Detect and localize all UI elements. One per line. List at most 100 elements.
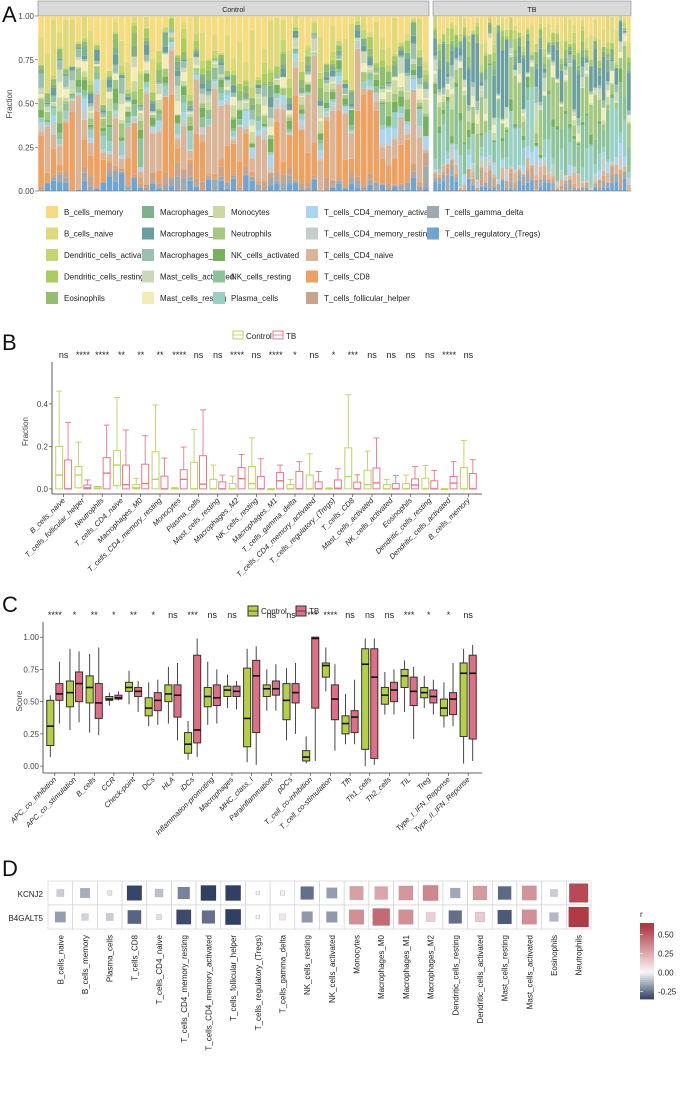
box-tb — [411, 478, 419, 490]
bar-segment — [614, 16, 619, 31]
bar-segment — [551, 44, 555, 61]
bar-segment — [131, 117, 138, 123]
bar-segment — [576, 49, 581, 53]
significance-label: *** — [187, 610, 198, 620]
bar-segment — [156, 94, 162, 100]
bar-segment — [606, 53, 610, 60]
bar-segment — [243, 133, 249, 166]
bar-segment — [385, 146, 392, 167]
bar-segment — [392, 53, 398, 56]
bar-segment — [212, 57, 218, 60]
bar-segment — [150, 133, 156, 173]
bar-segment — [479, 185, 484, 187]
bar-segment — [367, 67, 373, 70]
significance-label: ns — [59, 350, 69, 360]
bar-segment — [317, 37, 324, 73]
bar-segment — [584, 57, 589, 61]
bar-segment — [187, 105, 193, 109]
bar-segment — [500, 36, 505, 50]
box-tb — [353, 481, 362, 490]
bar-segment — [329, 110, 336, 180]
column-label: Mast_cells_resting — [501, 935, 510, 1001]
bar-segment — [441, 87, 446, 95]
bar-segment — [100, 16, 106, 80]
bar-segment — [286, 109, 293, 111]
bar-segment — [261, 74, 268, 84]
bar-segment — [584, 188, 589, 191]
bar-segment — [551, 76, 555, 79]
bar-segment — [521, 16, 526, 36]
bar-segment — [162, 27, 169, 32]
bar-segment — [199, 134, 206, 142]
box-control — [65, 680, 75, 708]
y-tick-label: 0.0 — [37, 485, 49, 494]
bar-segment — [224, 75, 231, 77]
bar-segment — [348, 23, 355, 90]
bar-segment — [589, 66, 593, 92]
bar-segment — [509, 17, 513, 30]
bar-segment — [150, 114, 156, 118]
bar-segment — [423, 61, 429, 70]
bar-segment — [311, 179, 317, 191]
bar-segment — [555, 180, 560, 182]
bar-segment — [44, 124, 51, 126]
bar-segment — [606, 159, 610, 163]
bar-segment — [236, 124, 243, 126]
bar-segment — [69, 111, 75, 191]
bar-segment — [87, 186, 94, 191]
bar-segment — [622, 41, 627, 46]
bar-segment — [106, 110, 113, 125]
bar-segment — [513, 170, 517, 174]
bar-segment — [187, 16, 193, 58]
bar-segment — [50, 20, 57, 76]
bar-segment — [610, 42, 614, 49]
panel-d-letter: D — [2, 856, 18, 881]
bar-segment — [433, 59, 437, 71]
bar-segment — [398, 46, 404, 49]
bar-segment — [509, 167, 513, 169]
bar-segment — [181, 85, 187, 87]
bar-segment — [75, 41, 82, 44]
bar-segment — [249, 158, 255, 172]
bar-segment — [521, 135, 526, 141]
bar-segment — [292, 27, 299, 31]
bar-segment — [56, 60, 63, 70]
bar-segment — [568, 19, 572, 44]
bar-segment — [156, 84, 162, 95]
bar-segment — [181, 16, 187, 23]
box-tb — [372, 467, 381, 490]
bar-segment — [286, 16, 293, 51]
significance-label: ** — [156, 350, 164, 360]
bar-segment — [551, 183, 555, 191]
bar-segment — [555, 80, 560, 83]
bar-segment — [162, 31, 169, 33]
bar-segment — [112, 74, 119, 80]
bar-segment — [125, 123, 131, 127]
significance-label: ns — [227, 610, 237, 620]
bar-segment — [87, 91, 94, 94]
bar-segment — [513, 70, 517, 76]
bar-segment — [255, 183, 262, 185]
box-tb — [193, 654, 202, 744]
bar-segment — [580, 186, 585, 188]
column-label: Macrophages_M1 — [402, 934, 411, 999]
bar-segment — [576, 174, 581, 188]
bar-segment — [156, 183, 162, 189]
box-control — [190, 461, 199, 490]
bar-segment — [323, 16, 330, 63]
bar-segment — [218, 58, 224, 64]
bar-segment — [467, 105, 471, 111]
bar-segment — [280, 95, 286, 103]
box-control — [282, 683, 291, 721]
bar-segment — [181, 72, 187, 82]
box-tb — [94, 683, 103, 719]
bar-segment — [542, 95, 547, 140]
bar-segment — [75, 66, 82, 69]
bar-segment — [467, 178, 471, 191]
bar-segment — [323, 63, 330, 65]
bar-segment — [274, 66, 280, 76]
bar-segment — [137, 107, 144, 111]
bar-segment — [622, 16, 627, 18]
significance-label: ns — [309, 350, 319, 360]
bar-segment — [56, 111, 63, 124]
